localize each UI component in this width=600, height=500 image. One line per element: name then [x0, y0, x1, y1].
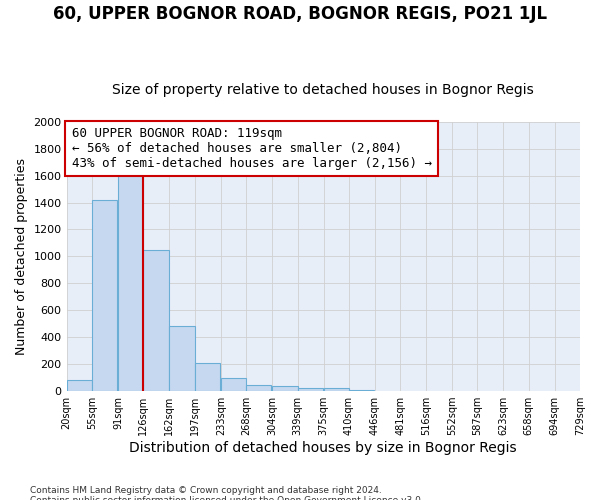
Bar — [169, 326, 195, 391]
Bar — [246, 384, 271, 391]
Y-axis label: Number of detached properties: Number of detached properties — [15, 158, 28, 355]
Bar — [323, 388, 349, 391]
Bar — [349, 390, 374, 391]
Title: Size of property relative to detached houses in Bognor Regis: Size of property relative to detached ho… — [112, 83, 534, 97]
Text: 60 UPPER BOGNOR ROAD: 119sqm
← 56% of detached houses are smaller (2,804)
43% of: 60 UPPER BOGNOR ROAD: 119sqm ← 56% of de… — [71, 127, 431, 170]
Bar — [195, 364, 220, 391]
Bar — [143, 250, 169, 391]
Bar — [298, 388, 323, 391]
Bar — [118, 173, 143, 391]
X-axis label: Distribution of detached houses by size in Bognor Regis: Distribution of detached houses by size … — [130, 441, 517, 455]
Text: Contains HM Land Registry data © Crown copyright and database right 2024.: Contains HM Land Registry data © Crown c… — [30, 486, 382, 495]
Text: 60, UPPER BOGNOR ROAD, BOGNOR REGIS, PO21 1JL: 60, UPPER BOGNOR ROAD, BOGNOR REGIS, PO2… — [53, 5, 547, 23]
Bar — [272, 386, 298, 391]
Bar — [221, 378, 246, 391]
Bar — [92, 200, 117, 391]
Text: Contains public sector information licensed under the Open Government Licence v3: Contains public sector information licen… — [30, 496, 424, 500]
Bar — [67, 380, 92, 391]
